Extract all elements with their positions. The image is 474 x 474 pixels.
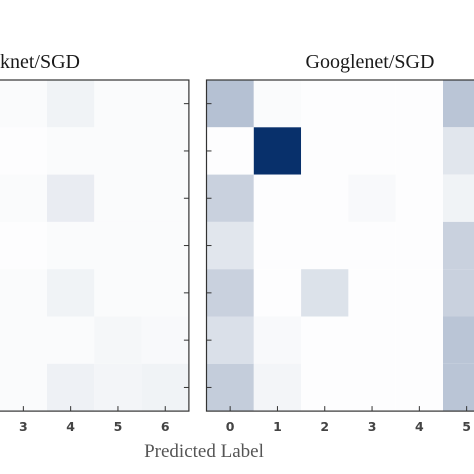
heatmap-cell [94,80,142,128]
heatmap-cell [395,174,443,222]
heatmap-cell [0,127,47,175]
heatmap-cell [395,269,443,317]
heatmap-cell [0,221,47,270]
x-tick-label: 2 [320,419,329,434]
heatmap-cell [301,80,349,128]
heatmap-cell [253,363,302,412]
heatmap-cell [206,269,254,317]
heatmap-cell [395,363,443,412]
heatmap-cell [47,80,95,128]
heatmap-cell [47,221,95,270]
x-tick-label: 3 [19,419,28,434]
x-tick-label: 3 [368,419,377,434]
right-panel-title: Googlenet/SGD [306,51,435,73]
heatmap-cell [141,221,189,270]
heatmap-cell [348,174,396,222]
left-confusion-matrix: 3 4 5 6 [0,79,190,434]
heatmap-cell [94,221,142,270]
heatmap-cell [301,363,349,412]
x-tick-label: 0 [226,419,235,434]
heatmap-cell [141,316,189,364]
heatmap-cell [0,174,47,222]
heatmap-cell [141,363,189,412]
heatmap-cell [206,174,254,222]
heatmap-cell [301,127,349,175]
heatmap-cell [395,80,443,128]
heatmap-cell [253,127,302,175]
heatmap-cell [301,269,349,317]
heatmap-cell [47,174,95,222]
heatmap-cell [253,80,302,128]
heatmap-cell [443,174,474,222]
left-panel-title: knet/SGD [0,51,80,73]
x-tick-label: 5 [114,419,123,434]
heatmap-cell [47,316,95,364]
heatmap-cell [443,80,474,128]
x-tick-label: 1 [273,419,282,434]
heatmap-cell [0,269,47,317]
heatmap-cell [0,80,47,128]
heatmap-cell [443,363,474,412]
heatmap-cell [206,316,254,364]
heatmap-cell [206,127,254,175]
heatmap-cell [348,80,396,128]
heatmap-cell [443,221,474,270]
heatmap-cell [206,363,254,412]
heatmap-cell [253,269,302,317]
heatmap-cell [94,269,142,317]
heatmap-cell [253,221,302,270]
heatmap-cell [0,316,47,364]
heatmap-cell [253,316,302,364]
heatmap-cell [94,127,142,175]
heatmap-cell [395,127,443,175]
heatmap-cell [301,174,349,222]
heatmap-cell [443,316,474,364]
heatmap-cell [141,80,189,128]
heatmap-cell [94,316,142,364]
heatmap-cell [348,269,396,317]
heatmap-cell [0,363,47,412]
x-axis-label: Predicted Label [144,441,264,462]
heatmap-cell [348,127,396,175]
heatmap-cell [395,221,443,270]
heatmap-cell [94,174,142,222]
heatmap-cell [47,363,95,412]
heatmap-cell [348,316,396,364]
heatmap-cell [301,221,349,270]
heatmap-cell [94,363,142,412]
heatmap-cell [47,269,95,317]
heatmap-cell [395,316,443,364]
heatmap-cell [141,269,189,317]
heatmap-cell [253,174,302,222]
x-tick-label: 4 [66,419,75,434]
x-tick-label: 6 [161,419,170,434]
heatmap-cell [206,221,254,270]
x-tick-label: 4 [415,419,424,434]
heatmap-cell [206,80,254,128]
x-tick-label: 5 [462,419,471,434]
heatmap-cell [141,174,189,222]
heatmap-cell [443,269,474,317]
right-confusion-matrix: 0 1 2 3 4 5 [205,79,474,434]
heatmap-cell [348,221,396,270]
heatmap-cell [443,127,474,175]
heatmap-cell [348,363,396,412]
heatmap-cell [47,127,95,175]
heatmap-cell [301,316,349,364]
heatmap-cell [141,127,189,175]
